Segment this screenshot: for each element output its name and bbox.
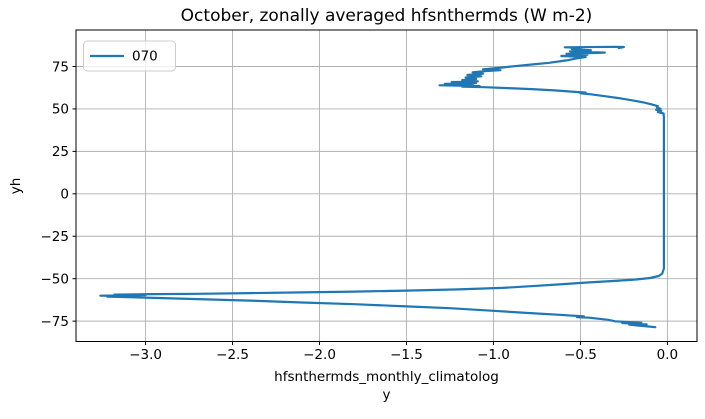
- x-tick-label: −1.5: [390, 347, 423, 363]
- x-tick-label: −0.5: [564, 347, 597, 363]
- x-tick-label: −1.0: [477, 347, 510, 363]
- y-tick-label: −75: [41, 314, 70, 330]
- legend: 070: [83, 40, 176, 72]
- legend-box: [83, 40, 176, 72]
- plot-border: [75, 29, 698, 342]
- x-tick-label: 0.0: [657, 347, 678, 363]
- x-tick-label: −3.0: [129, 347, 162, 363]
- y-tick-label: 0: [60, 187, 69, 203]
- legend-label: 070: [132, 49, 158, 65]
- y-tick-label: −50: [41, 271, 70, 287]
- y-tick-label: −25: [41, 229, 70, 245]
- chart-title: October, zonally averaged hfsnthermds (W…: [181, 6, 593, 26]
- x-axis-label-line2: y: [383, 387, 391, 403]
- y-tick-label: 75: [52, 59, 69, 75]
- y-axis-label: yh: [8, 178, 24, 195]
- x-tick-label: −2.5: [216, 347, 249, 363]
- data-line-070: [99, 45, 665, 329]
- data-series: [99, 45, 665, 329]
- tick-labels: −3.0 −2.5 −2.0 −1.5 −1.0 −0.5 0.0 −75 −50 −25 0 25 5…: [41, 59, 679, 363]
- y-tick-label: 50: [52, 102, 69, 118]
- y-tick-label: 25: [52, 144, 69, 160]
- gridlines: [76, 30, 697, 342]
- tick-marks: [72, 65, 668, 345]
- x-tick-label: −2.0: [303, 347, 336, 363]
- x-axis-label-line1: hfsnthermds_monthly_climatolog: [274, 369, 499, 385]
